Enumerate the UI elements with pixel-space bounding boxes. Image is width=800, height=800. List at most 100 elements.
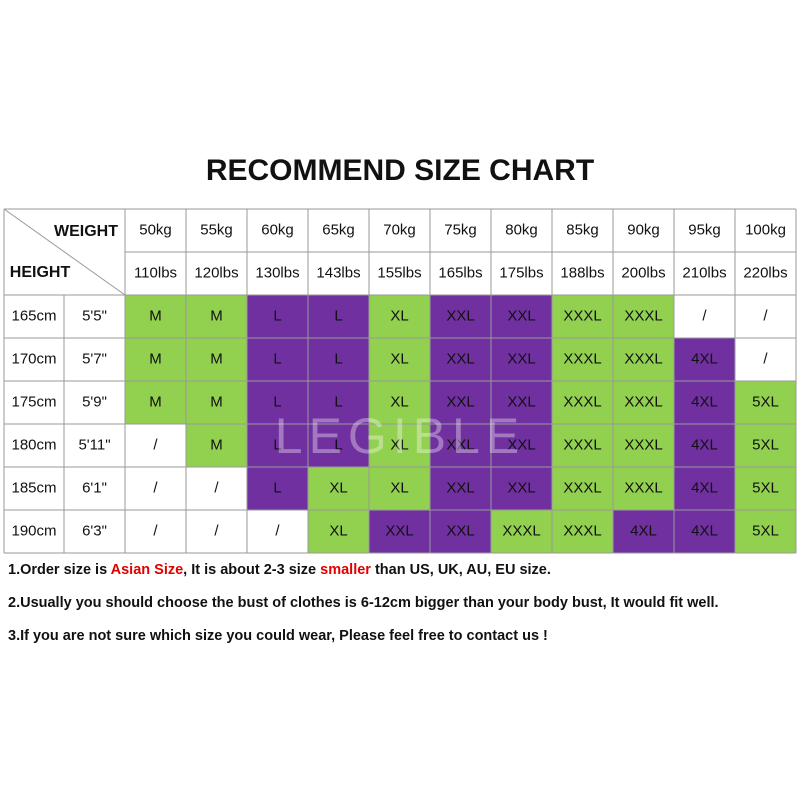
size-cell — [613, 295, 674, 338]
size-cell — [247, 424, 308, 467]
weight-kg: 85kg — [566, 221, 599, 238]
note: 3.If you are not sure which size you cou… — [8, 628, 548, 644]
weight-kg: 60kg — [261, 221, 294, 238]
size-label: XXXL — [624, 393, 662, 410]
size-label: XL — [329, 479, 347, 496]
weight-lbs: 175lbs — [499, 264, 543, 281]
size-label: XXL — [446, 393, 474, 410]
height-ft: 6'1" — [82, 479, 107, 496]
height-ft: 5'9" — [82, 393, 107, 410]
size-label: L — [273, 436, 281, 453]
weight-kg: 90kg — [627, 221, 660, 238]
size-cell — [674, 467, 735, 510]
size-label: L — [334, 393, 342, 410]
size-cell — [613, 467, 674, 510]
size-cell — [369, 510, 430, 553]
size-cell — [308, 381, 369, 424]
size-label: XXL — [507, 436, 535, 453]
weight-kg: 55kg — [200, 221, 233, 238]
size-label: XXL — [446, 479, 474, 496]
size-cell — [125, 467, 186, 510]
size-label: M — [149, 393, 162, 410]
size-label: XXL — [446, 436, 474, 453]
size-label: / — [214, 522, 219, 539]
size-label: XL — [390, 307, 408, 324]
size-cell — [491, 295, 552, 338]
size-label: / — [702, 307, 707, 324]
weight-lbs: 143lbs — [316, 264, 360, 281]
grid-line — [3, 208, 126, 296]
size-label: XXXL — [563, 393, 601, 410]
size-cell — [369, 381, 430, 424]
weight-lbs: 120lbs — [194, 264, 238, 281]
size-cell — [491, 467, 552, 510]
size-cell — [247, 381, 308, 424]
note-text: 2.Usually you should choose the bust of … — [8, 595, 719, 611]
size-cell — [247, 467, 308, 510]
size-cell — [735, 338, 796, 381]
size-cell — [186, 381, 247, 424]
weight-kg: 65kg — [322, 221, 355, 238]
size-label: L — [334, 350, 342, 367]
size-label: XXXL — [502, 522, 540, 539]
size-label: XL — [390, 350, 408, 367]
size-label: / — [763, 307, 768, 324]
size-cell — [735, 510, 796, 553]
size-cell — [613, 424, 674, 467]
size-label: L — [334, 307, 342, 324]
size-cell — [735, 295, 796, 338]
size-label: XXXL — [563, 522, 601, 539]
size-cell — [308, 338, 369, 381]
size-label: L — [334, 436, 342, 453]
size-cell — [369, 467, 430, 510]
weight-lbs: 110lbs — [134, 264, 177, 281]
size-label: XXL — [446, 350, 474, 367]
size-label: 4XL — [691, 350, 718, 367]
table: WEIGHT HEIGHT 50kg 110lbs 55kg 120lbs 60kg 130l… — [3, 208, 797, 554]
header-label: HEIGHT — [10, 264, 71, 281]
weight-lbs: 220lbs — [743, 264, 787, 281]
size-cell — [308, 467, 369, 510]
height-ft: 5'7" — [82, 350, 107, 367]
size-label: XXXL — [624, 436, 662, 453]
size-label: / — [153, 522, 158, 539]
weight-kg: 95kg — [688, 221, 721, 238]
size-cell — [186, 338, 247, 381]
height-cm: 190cm — [11, 522, 56, 539]
size-label: XXL — [446, 522, 474, 539]
size-label: 4XL — [691, 522, 718, 539]
weight-lbs: 165lbs — [438, 264, 482, 281]
size-cell — [125, 338, 186, 381]
note-text: than US, UK, AU, EU size. — [371, 562, 551, 578]
size-cell — [430, 381, 491, 424]
size-label: M — [210, 393, 223, 410]
size-cell — [613, 510, 674, 553]
size-label: M — [149, 350, 162, 367]
weight-lbs: 210lbs — [682, 264, 726, 281]
weight-kg: 100kg — [745, 221, 786, 238]
size-label: M — [149, 307, 162, 324]
size-cell — [186, 295, 247, 338]
size-label: L — [273, 393, 281, 410]
size-label: L — [273, 307, 281, 324]
size-label: M — [210, 307, 223, 324]
size-label: XXXL — [624, 350, 662, 367]
size-label: 4XL — [691, 436, 718, 453]
size-label: XL — [329, 522, 347, 539]
size-cell — [186, 424, 247, 467]
size-label: XXL — [385, 522, 413, 539]
size-label: XXL — [507, 393, 535, 410]
size-cell — [186, 510, 247, 553]
size-cell — [491, 338, 552, 381]
size-cell — [369, 338, 430, 381]
size-cell — [308, 295, 369, 338]
size-cell — [674, 338, 735, 381]
size-cell — [247, 295, 308, 338]
height-cm: 185cm — [11, 479, 56, 496]
size-cell — [430, 424, 491, 467]
header-label: WEIGHT — [54, 223, 118, 240]
size-label: L — [273, 350, 281, 367]
size-cell — [491, 381, 552, 424]
size-label: XXL — [507, 307, 535, 324]
size-cell — [369, 295, 430, 338]
